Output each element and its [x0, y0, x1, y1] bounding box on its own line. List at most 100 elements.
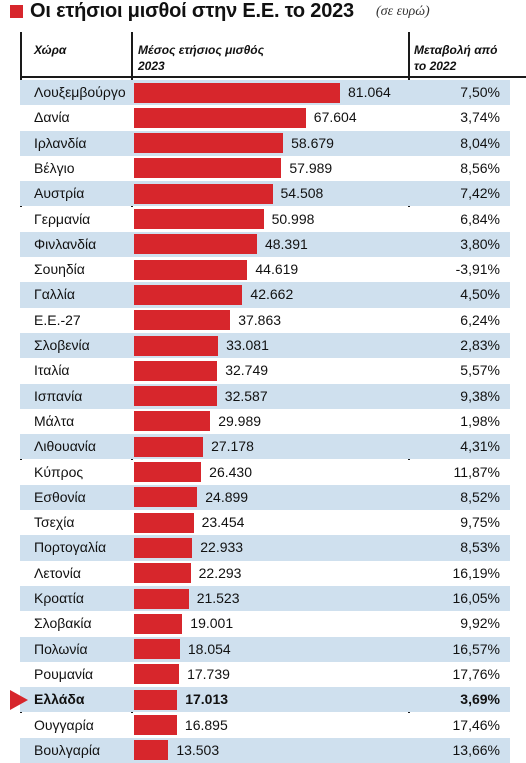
salary-value-label: 16.895 — [185, 713, 228, 738]
title-marker-square — [10, 5, 23, 18]
country-label: Μάλτα — [34, 409, 74, 434]
change-value-label: 8,53% — [412, 535, 500, 560]
table-row: Ελλάδα 17.013 3,69% — [20, 687, 510, 712]
salary-value-label: 33.081 — [226, 333, 269, 358]
chart-title-bar: Οι ετήσιοι μισθοί στην Ε.Ε. το 2023 (σε … — [0, 0, 526, 30]
country-label: Ιρλανδία — [34, 131, 86, 156]
change-value-label: 16,05% — [412, 586, 500, 611]
salary-value-label: 22.293 — [199, 561, 242, 586]
header-country: Χώρα — [34, 42, 66, 58]
table-row: Λουξεμβούργο 81.064 7,50% — [20, 80, 510, 105]
table-row: Γερμανία 50.998 6,84% — [20, 207, 510, 232]
change-value-label: 8,52% — [412, 485, 500, 510]
salary-bar — [134, 614, 182, 634]
salary-bar — [134, 513, 194, 533]
change-value-label: 8,56% — [412, 156, 500, 181]
country-label: Κροατία — [34, 586, 84, 611]
salary-bar — [134, 740, 168, 760]
salary-bar — [134, 639, 180, 659]
table-row: Εσθονία 24.899 8,52% — [20, 485, 510, 510]
change-value-label: 3,80% — [412, 232, 500, 257]
table-row: Βέλγιο 57.989 8,56% — [20, 156, 510, 181]
country-label: Γερμανία — [34, 207, 90, 232]
change-value-label: 16,19% — [412, 561, 500, 586]
salary-bar — [134, 336, 218, 356]
country-label: Σουηδία — [34, 257, 85, 282]
salary-value-label: 42.662 — [250, 282, 293, 307]
change-value-label: 9,92% — [412, 611, 500, 636]
country-label: Τσεχία — [34, 510, 74, 535]
salary-value-label: 17.739 — [187, 662, 230, 687]
salary-value-label: 67.604 — [314, 105, 357, 130]
salary-bar — [134, 158, 281, 178]
table-row: Γαλλία 42.662 4,50% — [20, 282, 510, 307]
table-row: Τσεχία 23.454 9,75% — [20, 510, 510, 535]
salary-bar — [134, 664, 179, 684]
table-row: Πολωνία 18.054 16,57% — [20, 637, 510, 662]
country-label: Ουγγαρία — [34, 713, 94, 738]
salary-value-label: 50.998 — [272, 207, 315, 232]
table-row: Αυστρία 54.508 7,42% — [20, 181, 510, 206]
salary-bar — [134, 83, 340, 103]
table-row: Ουγγαρία 16.895 17,46% — [20, 713, 510, 738]
salary-value-label: 54.508 — [281, 181, 324, 206]
country-label: Σλοβενία — [34, 333, 90, 358]
table-header: Χώρα Μέσος ετήσιος μισθός 2023 Μεταβολή … — [0, 32, 526, 76]
salary-value-label: 26.430 — [209, 460, 252, 485]
change-value-label: 16,57% — [412, 637, 500, 662]
table-row: Κύπρος 26.430 11,87% — [20, 460, 510, 485]
salary-value-label: 23.454 — [202, 510, 245, 535]
table-row: Δανία 67.604 3,74% — [20, 105, 510, 130]
country-label: Κύπρος — [34, 460, 83, 485]
table-row: Ισπανία 32.587 9,38% — [20, 384, 510, 409]
salary-value-label: 32.587 — [225, 384, 268, 409]
salary-bar — [134, 386, 217, 406]
salary-value-label: 37.863 — [238, 308, 281, 333]
salary-bar — [134, 133, 283, 153]
change-value-label: 17,76% — [412, 662, 500, 687]
country-label: Πορτογαλία — [34, 535, 106, 560]
table-row: Ιταλία 32.749 5,57% — [20, 358, 510, 383]
change-value-label: 5,57% — [412, 358, 500, 383]
country-label: Γαλλία — [34, 282, 75, 307]
country-label: Πολωνία — [34, 637, 88, 662]
table-row: Λετονία 22.293 16,19% — [20, 561, 510, 586]
salary-value-label: 27.178 — [211, 434, 254, 459]
table-row: Κροατία 21.523 16,05% — [20, 586, 510, 611]
change-value-label: 6,84% — [412, 207, 500, 232]
country-label: Βέλγιο — [34, 156, 74, 181]
table-row: Ε.Ε.-27 37.863 6,24% — [20, 308, 510, 333]
country-label: Φινλανδία — [34, 232, 96, 257]
salary-bar — [134, 589, 189, 609]
chart-title: Οι ετήσιοι μισθοί στην Ε.Ε. το 2023 — [30, 0, 354, 23]
salary-value-label: 57.989 — [289, 156, 332, 181]
salary-bar — [134, 209, 264, 229]
salary-bar — [134, 715, 177, 735]
salary-bar — [134, 361, 217, 381]
salary-bar — [134, 234, 257, 254]
change-value-label: 2,83% — [412, 333, 500, 358]
salary-value-label: 81.064 — [348, 80, 391, 105]
country-label: Ιταλία — [34, 358, 70, 383]
table-row: Ρουμανία 17.739 17,76% — [20, 662, 510, 687]
change-value-label: 7,42% — [412, 181, 500, 206]
country-label: Λιθουανία — [34, 434, 96, 459]
chart-unit: (σε ευρώ) — [376, 4, 430, 20]
country-label: Ελλάδα — [34, 687, 84, 712]
salary-bar — [134, 437, 203, 457]
salary-value-label: 22.933 — [200, 535, 243, 560]
header-change: Μεταβολή από το 2022 — [414, 42, 510, 74]
country-label: Αυστρία — [34, 181, 84, 206]
salary-value-label: 24.899 — [205, 485, 248, 510]
header-divider — [20, 76, 526, 78]
country-label: Ε.Ε.-27 — [34, 308, 81, 333]
salary-bar — [134, 563, 191, 583]
salary-value-label: 48.391 — [265, 232, 308, 257]
salary-bar — [134, 184, 273, 204]
highlight-arrow-icon — [10, 690, 28, 710]
change-value-label: 9,38% — [412, 384, 500, 409]
change-value-label: 3,74% — [412, 105, 500, 130]
country-label: Δανία — [34, 105, 70, 130]
salary-value-label: 19.001 — [190, 611, 233, 636]
change-value-label: 7,50% — [412, 80, 500, 105]
